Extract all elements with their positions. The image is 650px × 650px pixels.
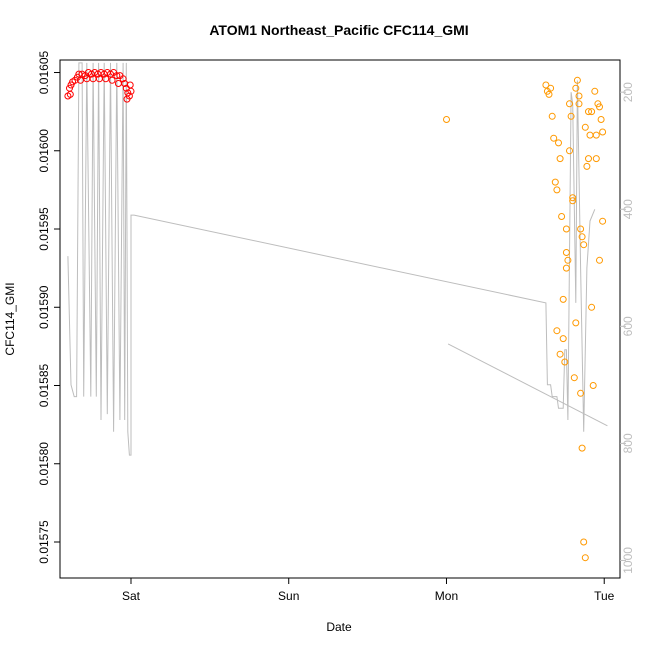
data-point xyxy=(596,103,603,111)
data-point xyxy=(581,554,589,562)
x-tick-label: Tue xyxy=(594,589,615,603)
data-point xyxy=(559,335,567,343)
data-point xyxy=(578,444,586,452)
x-tick-label: Sun xyxy=(278,589,299,603)
y-tick-label: 0.01600 xyxy=(37,129,51,173)
data-point xyxy=(570,374,578,382)
data-point xyxy=(581,123,589,131)
data-point xyxy=(114,80,122,87)
data-point xyxy=(119,75,127,83)
data-point xyxy=(558,213,566,220)
data-point xyxy=(553,186,561,194)
data-point xyxy=(578,233,586,241)
data-point xyxy=(566,147,573,155)
data-point xyxy=(123,95,131,103)
y-tick-label: 0.01605 xyxy=(37,51,51,95)
data-point xyxy=(551,178,559,186)
data-point xyxy=(562,249,570,256)
data-point xyxy=(577,389,585,397)
data-point xyxy=(113,72,121,80)
y-tick-label: 0.01595 xyxy=(37,207,51,251)
pressure-line-layer xyxy=(67,62,608,456)
data-point xyxy=(572,319,580,327)
data-point xyxy=(77,76,84,84)
y-tick-label: 0.01585 xyxy=(37,364,51,408)
data-point xyxy=(108,76,116,84)
data-point xyxy=(559,295,567,303)
data-point xyxy=(566,100,573,108)
y-axis-label: CFC114_GMI xyxy=(3,282,17,355)
data-point xyxy=(443,116,450,123)
data-point xyxy=(585,155,592,163)
y-tick-label: 0.01580 xyxy=(37,442,51,486)
data-point xyxy=(561,358,569,366)
data-point xyxy=(580,241,588,249)
data-point xyxy=(586,131,594,139)
x-tick-label: Mon xyxy=(435,589,458,603)
data-point xyxy=(585,108,592,116)
data-point xyxy=(126,81,134,89)
data-point xyxy=(564,256,572,264)
data-point xyxy=(102,75,110,83)
right-tick-label: 800 xyxy=(621,433,635,453)
data-point xyxy=(597,116,605,123)
data-point xyxy=(66,90,74,98)
right-tick-label: 1000 xyxy=(621,547,635,574)
data-point xyxy=(547,84,555,92)
chart-title: ATOM1 Northeast_Pacific CFC114_GMI xyxy=(209,22,468,38)
x-axis: Sat Sun Mon Tue xyxy=(122,578,615,603)
data-point xyxy=(556,350,564,358)
data-point xyxy=(599,128,607,136)
data-point xyxy=(591,87,599,95)
right-tick-label: 600 xyxy=(621,316,635,336)
data-point xyxy=(589,382,597,389)
right-axis: 200 400 600 800 1000 xyxy=(620,82,635,574)
data-point xyxy=(562,264,570,272)
y-axis: 0.01575 0.01580 0.01585 0.01590 0.01595 0.016… xyxy=(37,51,60,564)
data-point xyxy=(550,134,558,142)
y-tick-label: 0.01590 xyxy=(37,285,51,329)
pressure-line-1 xyxy=(67,62,596,456)
data-point xyxy=(556,155,564,163)
data-point xyxy=(588,303,596,311)
data-point xyxy=(583,162,591,170)
y-tick-label: 0.01575 xyxy=(37,520,51,564)
data-point xyxy=(542,81,550,89)
data-point xyxy=(562,225,570,233)
data-point xyxy=(588,108,596,116)
data-point xyxy=(577,225,585,233)
right-tick-label: 400 xyxy=(621,199,635,219)
data-point xyxy=(567,112,575,120)
data-point xyxy=(596,256,603,264)
x-axis-label: Date xyxy=(326,620,352,634)
points-layer xyxy=(64,69,607,562)
data-point xyxy=(580,538,588,546)
data-point xyxy=(545,90,553,98)
data-point xyxy=(575,100,583,108)
pressure-line-2 xyxy=(447,343,608,427)
data-point xyxy=(599,217,607,225)
data-point xyxy=(592,131,600,139)
data-point xyxy=(569,197,577,205)
right-tick-label: 200 xyxy=(621,82,635,102)
data-point xyxy=(555,139,562,147)
x-tick-label: Sat xyxy=(122,589,141,603)
data-point xyxy=(572,84,580,92)
data-point xyxy=(75,70,83,78)
data-point xyxy=(575,92,583,100)
data-point xyxy=(569,194,577,202)
plot-frame xyxy=(59,59,621,579)
data-point xyxy=(573,76,581,84)
data-point xyxy=(592,155,600,163)
data-point xyxy=(553,327,561,335)
data-point xyxy=(548,112,556,120)
